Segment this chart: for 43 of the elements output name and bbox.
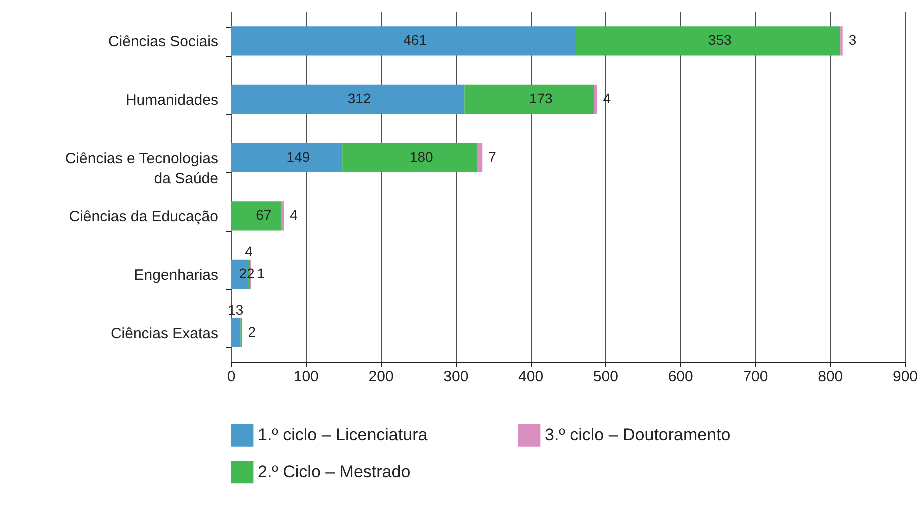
x-tick-label: 800	[818, 368, 844, 386]
x-tick-label: 0	[227, 368, 236, 386]
bar	[477, 143, 483, 172]
bar	[231, 318, 241, 348]
x-tick-label: 100	[294, 368, 319, 386]
x-tick-label: 300	[444, 368, 469, 386]
y-tick-label: Ciências Exatas	[110, 325, 218, 342]
x-tick-label: 900	[892, 368, 918, 386]
y-tick-label: Engenharias	[134, 267, 218, 284]
x-tick-label: 500	[593, 368, 618, 386]
bar	[231, 143, 343, 172]
data-label: 3	[848, 32, 857, 48]
bar	[576, 26, 841, 56]
data-label: 173	[529, 90, 554, 106]
data-label: 7	[488, 148, 497, 165]
data-label: 1	[257, 266, 266, 282]
y-tick-label: Humanidades	[126, 92, 218, 109]
y-tick-label: Ciências Sociais	[108, 34, 218, 51]
bar	[342, 143, 478, 172]
bar	[231, 26, 576, 56]
data-label: 180	[410, 148, 434, 165]
legend-label: 2.º Ciclo – Mestrado	[258, 462, 411, 482]
data-label: 461	[404, 32, 428, 48]
y-tick-label: Ciências e Tecnologias da Saúde	[65, 150, 218, 188]
data-label: 2	[248, 324, 256, 340]
bar	[281, 202, 284, 231]
legend-label: 1.º ciclo – Licenciatura	[258, 426, 428, 445]
data-label: 353	[708, 32, 732, 48]
data-label: 4	[290, 207, 298, 224]
x-tick-label: 700	[743, 368, 768, 386]
x-tick-label: 200	[368, 368, 394, 386]
legend-label: 3.º ciclo – Doutoramento	[545, 426, 731, 445]
bar	[594, 84, 598, 114]
data-label: 149	[286, 148, 310, 165]
bar	[464, 84, 594, 114]
y-tick-label: Ciências da Educação	[69, 208, 218, 226]
data-label: 4	[245, 244, 254, 260]
bar	[231, 202, 282, 231]
data-label: 312	[348, 90, 372, 106]
data-label: 67	[256, 207, 272, 224]
x-tick-label: 400	[518, 368, 544, 386]
bar	[231, 84, 465, 114]
x-tick-label: 600	[668, 368, 694, 386]
